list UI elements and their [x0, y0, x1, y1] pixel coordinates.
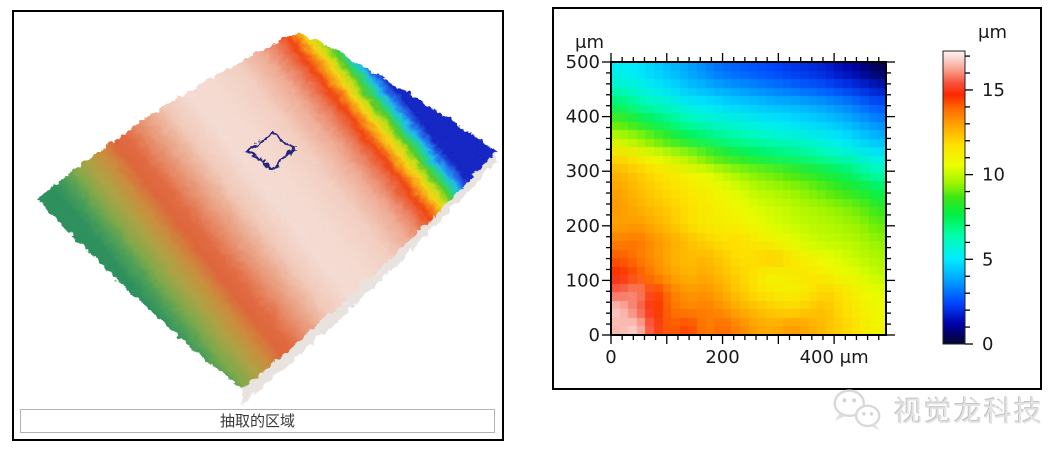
heatmap-axes: 0 200 400 μm 0 100 200 300 400 500 0 5 10 15 μm μm — [566, 22, 1007, 368]
x-tick-label: 400 μm — [800, 347, 869, 368]
y-tick-label: 300 — [566, 161, 600, 182]
y-tick-label: 200 — [566, 216, 600, 237]
y-tick-label: 500 — [566, 52, 600, 73]
surface-slab — [35, 30, 495, 403]
watermark-text: 视觉龙科技 — [894, 395, 1045, 428]
colorbar-tick-label: 15 — [982, 80, 1005, 101]
surface-texture — [35, 30, 495, 388]
colorbar-tick-label: 10 — [982, 165, 1005, 186]
surface-3d-view — [35, 30, 495, 403]
heatmap-panel: 0 200 400 μm 0 100 200 300 400 500 0 5 10 15 μm μm — [552, 7, 1042, 390]
x-tick-label: 0 — [605, 347, 616, 368]
colorbar-unit-label: μm — [978, 22, 1007, 43]
surface-3d-panel: 抽取的区域 — [12, 10, 504, 441]
watermark: 视觉龙科技 — [828, 384, 1057, 436]
x-tick-label: 200 — [705, 347, 739, 368]
chat-bubbles-icon — [833, 389, 881, 431]
colorbar-tick-label: 5 — [982, 249, 993, 270]
colorbar-tick-label: 0 — [982, 334, 993, 355]
colorbar — [942, 50, 966, 345]
slab-side-face — [240, 150, 495, 403]
y-axis-unit-label: μm — [575, 32, 604, 53]
heatmap-image — [611, 62, 886, 335]
y-tick-label: 0 — [589, 325, 600, 346]
selection-diamond — [245, 130, 296, 170]
y-tick-label: 400 — [566, 107, 600, 128]
caption-box: 抽取的区域 — [20, 409, 495, 433]
caption-text: 抽取的区域 — [219, 412, 295, 430]
plot-frame — [610, 61, 887, 336]
y-tick-label: 100 — [566, 270, 600, 291]
